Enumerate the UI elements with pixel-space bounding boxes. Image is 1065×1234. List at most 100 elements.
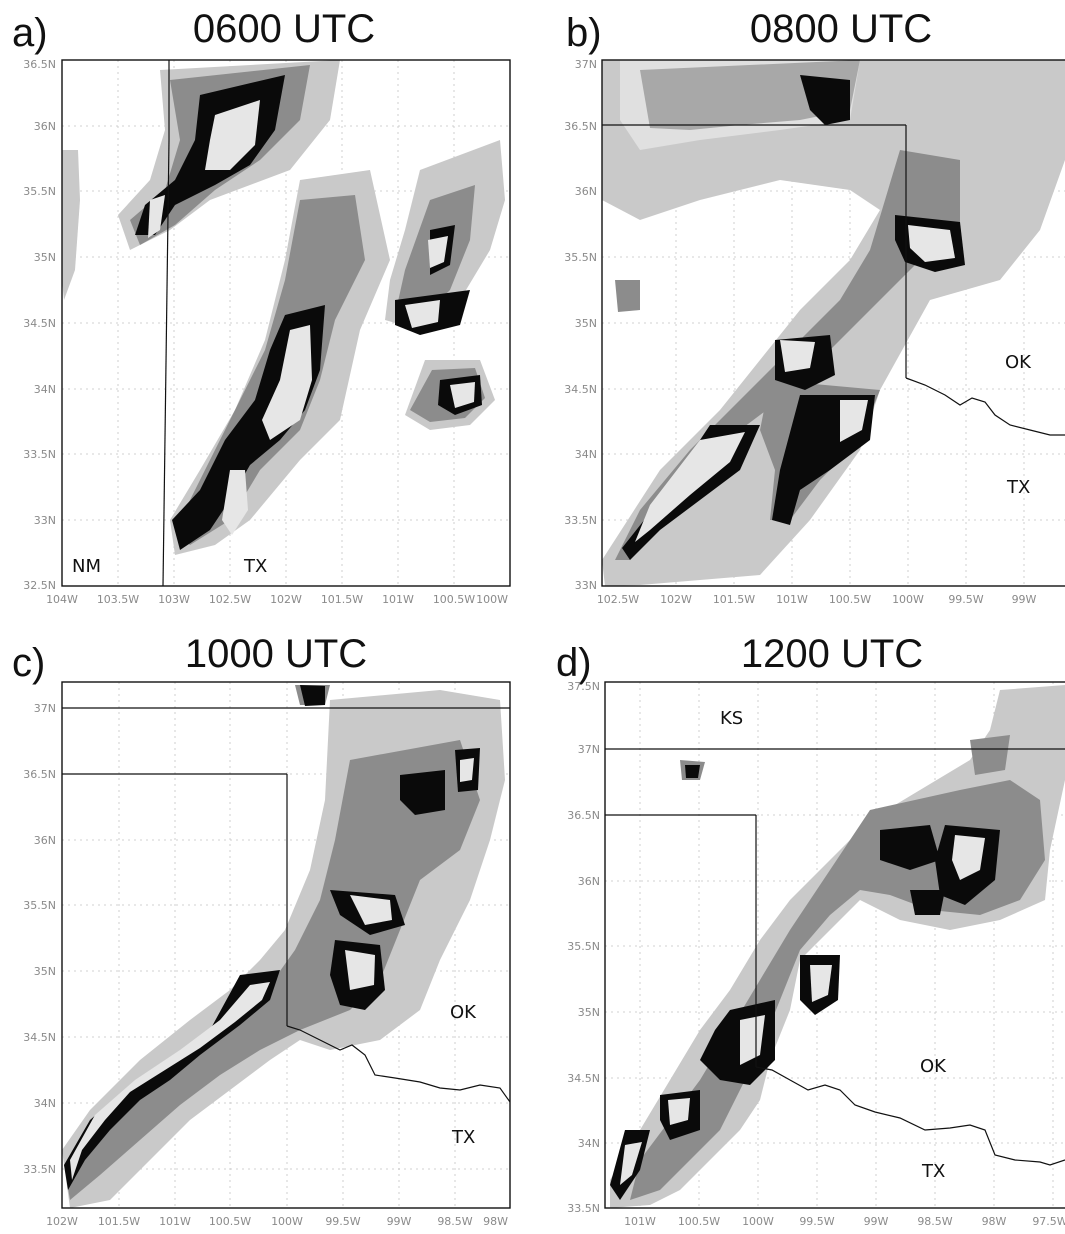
x-tick-label: 98.5W	[437, 1215, 472, 1228]
y-tick-label: 36N	[34, 834, 56, 847]
x-tick-label: 100.5W	[433, 593, 475, 606]
state-label: TX	[921, 1161, 945, 1182]
y-tick-label: 33.5N	[564, 514, 597, 527]
x-tick-labels: 104W 103.5W 103W 102.5W 102W 101.5W 101W…	[46, 593, 508, 606]
y-tick-label: 35.5N	[23, 899, 56, 912]
y-tick-label: 35N	[575, 317, 597, 330]
y-tick-label: 36N	[34, 120, 56, 133]
state-label: OK	[450, 1002, 477, 1023]
y-tick-label: 33.5N	[23, 1163, 56, 1176]
map-frame	[61, 681, 511, 1209]
x-tick-label: 99W	[387, 1215, 412, 1228]
y-tick-label: 36.5N	[567, 809, 600, 822]
y-tick-labels: 33.5N 34N 34.5N 35N 35.5N 36N 36.5N 37N …	[567, 680, 600, 1215]
x-tick-label: 102W	[270, 593, 302, 606]
state-border	[602, 124, 1065, 436]
y-tick-label: 33.5N	[23, 448, 56, 461]
x-tick-label: 97.5W	[1032, 1215, 1065, 1228]
y-tick-label: 35N	[34, 965, 56, 978]
y-tick-label: 34.5N	[567, 1072, 600, 1085]
x-tick-label: 103.5W	[97, 593, 139, 606]
x-tick-label: 103W	[158, 593, 190, 606]
x-tick-label: 98W	[982, 1215, 1007, 1228]
x-tick-labels: 102.5W 102W 101.5W 101W 100.5W 100W 99.5…	[597, 593, 1037, 606]
state-label: OK	[1005, 352, 1032, 373]
y-tick-label: 34N	[575, 448, 597, 461]
y-tick-label: 36N	[575, 185, 597, 198]
panel-title: 1000 UTC	[185, 632, 367, 676]
x-tick-label: 99W	[1012, 593, 1037, 606]
y-tick-label: 34.5N	[23, 1031, 56, 1044]
x-tick-label: 101.5W	[98, 1215, 140, 1228]
x-tick-label: 102W	[46, 1215, 78, 1228]
state-border	[162, 60, 170, 587]
y-tick-label: 35N	[34, 251, 56, 264]
y-tick-label: 34.5N	[23, 317, 56, 330]
state-label: TX	[243, 556, 267, 577]
state-label: OK	[920, 1056, 947, 1077]
state-border	[605, 748, 1065, 1166]
y-tick-label: 35.5N	[23, 185, 56, 198]
y-tick-label: 36N	[578, 875, 600, 888]
map-frame	[601, 59, 1065, 587]
x-tick-label: 101W	[159, 1215, 191, 1228]
y-tick-labels: 32.5N 33N 33.5N 34N 34.5N 35N 35.5N 36N …	[23, 58, 56, 592]
x-tick-label: 101W	[776, 593, 808, 606]
y-tick-label: 35N	[578, 1006, 600, 1019]
state-label: NM	[72, 556, 101, 577]
x-tick-labels: 101W 100.5W 100W 99.5W 99W 98.5W 98W 97.…	[624, 1215, 1065, 1228]
x-tick-label: 104W	[46, 593, 78, 606]
x-tick-label: 101W	[382, 593, 414, 606]
x-tick-label: 101.5W	[321, 593, 363, 606]
panel-a: a) 0600 UTC	[12, 7, 511, 606]
x-tick-label: 100W	[892, 593, 924, 606]
y-tick-labels: 33N 33.5N 34N 34.5N 35N 35.5N 36N 36.5N …	[564, 58, 597, 592]
panel-d: d) 1200 UTC	[556, 632, 1065, 1228]
state-label: KS	[720, 708, 743, 729]
panel-b: b) 0800 UTC	[564, 7, 1065, 606]
x-tick-label: 99.5W	[799, 1215, 834, 1228]
panel-label: c)	[12, 641, 45, 685]
y-tick-label: 36.5N	[23, 58, 56, 71]
panel-c: c) 1000 UTC	[12, 632, 511, 1228]
reflectivity	[610, 685, 1065, 1208]
panel-title: 0800 UTC	[750, 7, 932, 51]
x-tick-label: 99.5W	[325, 1215, 360, 1228]
y-tick-label: 33N	[34, 514, 56, 527]
reflectivity	[62, 685, 505, 1208]
x-tick-label: 101.5W	[713, 593, 755, 606]
x-tick-label: 100W	[476, 593, 508, 606]
x-tick-label: 99W	[864, 1215, 889, 1228]
y-tick-label: 36.5N	[23, 768, 56, 781]
y-tick-label: 34N	[578, 1137, 600, 1150]
x-tick-label: 98W	[483, 1215, 508, 1228]
panel-label: a)	[12, 11, 48, 55]
x-tick-label: 102.5W	[209, 593, 251, 606]
state-border	[62, 707, 511, 1103]
reflectivity	[62, 60, 505, 555]
y-tick-label: 32.5N	[23, 579, 56, 592]
y-tick-label: 35.5N	[564, 251, 597, 264]
x-tick-label: 100.5W	[678, 1215, 720, 1228]
y-tick-label: 37N	[578, 743, 600, 756]
map-frame	[61, 59, 511, 587]
x-tick-label: 100.5W	[209, 1215, 251, 1228]
x-tick-label: 100.5W	[829, 593, 871, 606]
y-tick-label: 33.5N	[567, 1202, 600, 1215]
panel-label: d)	[556, 641, 592, 685]
x-tick-labels: 102W 101.5W 101W 100.5W 100W 99.5W 99W 9…	[46, 1215, 508, 1228]
x-tick-label: 100W	[742, 1215, 774, 1228]
reflectivity	[602, 60, 1065, 586]
x-tick-label: 99.5W	[948, 593, 983, 606]
y-tick-label: 34.5N	[564, 383, 597, 396]
map-frame	[604, 681, 1065, 1209]
y-tick-label: 34N	[34, 383, 56, 396]
y-tick-label: 37.5N	[567, 680, 600, 693]
x-tick-label: 100W	[271, 1215, 303, 1228]
y-tick-label: 34N	[34, 1097, 56, 1110]
y-tick-labels: 33.5N 34N 34.5N 35N 35.5N 36N 36.5N 37N	[23, 702, 56, 1176]
panel-label: b)	[566, 11, 602, 55]
state-label: TX	[451, 1127, 475, 1148]
panel-title: 1200 UTC	[741, 632, 923, 676]
